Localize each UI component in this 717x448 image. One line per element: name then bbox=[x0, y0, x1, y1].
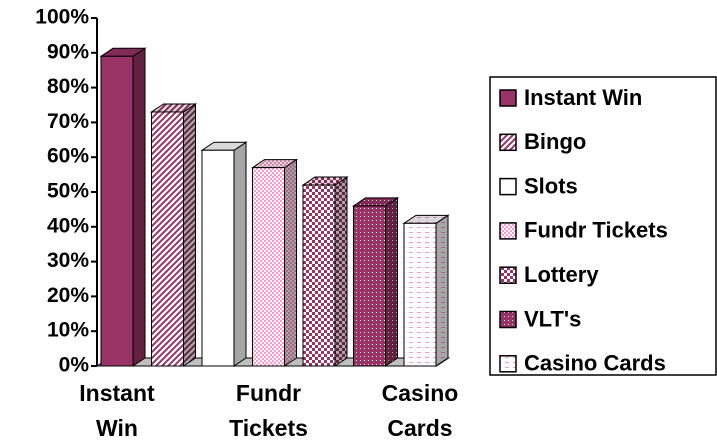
legend-swatch bbox=[499, 222, 517, 240]
bar-side-shade bbox=[183, 103, 196, 367]
y-tick-label: 100% bbox=[35, 6, 89, 29]
x-tick-label: Instant Win bbox=[79, 380, 155, 441]
bar-front bbox=[100, 55, 134, 367]
bar-front bbox=[403, 222, 437, 367]
legend-label: VLT's bbox=[524, 306, 581, 331]
bar-top-shade bbox=[151, 103, 196, 112]
y-tick-label: 30% bbox=[47, 249, 89, 272]
bar bbox=[250, 158, 299, 367]
legend-swatch bbox=[499, 355, 517, 373]
bar-front bbox=[252, 167, 285, 367]
legend-swatch bbox=[499, 177, 517, 196]
legend-label: Instant Win bbox=[524, 85, 642, 110]
bar-side-shade bbox=[335, 177, 347, 366]
bar bbox=[200, 141, 248, 367]
legend-swatch bbox=[499, 310, 517, 329]
bar bbox=[149, 103, 198, 367]
bar bbox=[351, 196, 400, 367]
bar-side-shade bbox=[436, 215, 448, 366]
bar-front bbox=[151, 111, 184, 367]
bar-top-shade bbox=[303, 177, 347, 186]
legend-label: Fundr Tickets bbox=[524, 218, 668, 243]
y-tick-label: 10% bbox=[47, 319, 89, 342]
bar-top-shade bbox=[353, 197, 398, 206]
legend-label: Slots bbox=[524, 173, 578, 198]
bar-top-shade bbox=[252, 159, 297, 168]
y-tick-label: 70% bbox=[47, 110, 89, 133]
bar-side-shade bbox=[385, 197, 398, 366]
bar-front bbox=[353, 205, 386, 367]
bar-side-shade bbox=[133, 48, 145, 366]
bar-side-shade bbox=[234, 142, 246, 366]
y-tick-label: 80% bbox=[47, 75, 89, 98]
y-tick-label: 60% bbox=[47, 145, 89, 168]
legend-label: Bingo bbox=[524, 129, 586, 154]
y-tick-label: 40% bbox=[47, 214, 89, 237]
bar-top-shade bbox=[404, 215, 448, 224]
bar-side-shade bbox=[284, 159, 297, 366]
y-tick-label: 50% bbox=[47, 180, 89, 203]
legend-label: Lottery bbox=[524, 262, 599, 287]
bar bbox=[402, 214, 450, 367]
bar-front bbox=[302, 184, 336, 367]
y-tick-label: 20% bbox=[47, 284, 89, 307]
x-tick-label: Fundr Tickets bbox=[229, 380, 308, 441]
legend-label: Casino Cards bbox=[524, 351, 666, 376]
legend-box bbox=[489, 76, 717, 376]
y-tick-label: 90% bbox=[47, 40, 89, 63]
bar bbox=[301, 176, 349, 367]
legend-swatch bbox=[499, 89, 517, 107]
legend-swatch bbox=[499, 133, 517, 152]
x-tick-label: Casino Cards bbox=[382, 380, 459, 441]
bar-front bbox=[201, 149, 235, 367]
bar-top-shade bbox=[101, 48, 145, 57]
bar bbox=[99, 47, 147, 367]
bar-top-shade bbox=[202, 142, 246, 151]
y-tick-label: 0% bbox=[59, 354, 90, 377]
legend-swatch bbox=[499, 266, 517, 284]
